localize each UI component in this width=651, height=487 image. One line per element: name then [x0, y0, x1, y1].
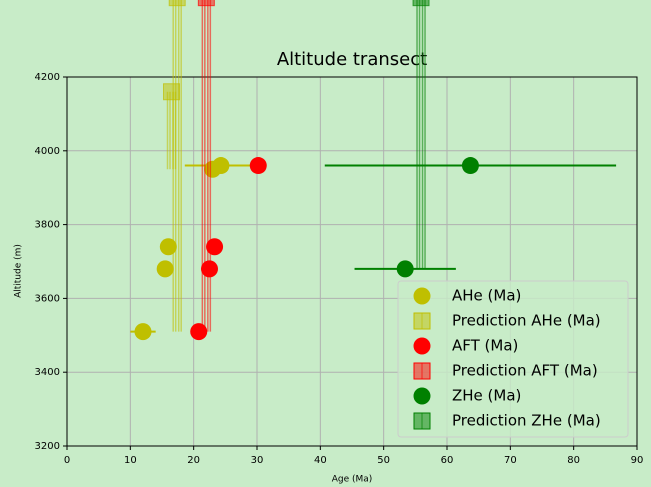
plot-frame	[66, 76, 638, 447]
legend-marker	[413, 387, 431, 405]
data-point	[461, 157, 479, 175]
legend-box	[397, 280, 629, 438]
chart-title: Altitude transect	[277, 49, 427, 70]
legend-label: AHe (Ma)	[452, 287, 521, 305]
data-point	[156, 260, 174, 278]
x-tick-label: 40	[314, 455, 327, 466]
data-point	[212, 157, 230, 175]
legend-label: Prediction AFT (Ma)	[452, 362, 598, 380]
legend-label: ZHe (Ma)	[452, 387, 521, 405]
legend-label: Prediction ZHe (Ma)	[452, 412, 601, 430]
data-point	[201, 260, 218, 278]
prediction-marker	[197, 0, 215, 7]
x-tick-label: 90	[631, 455, 644, 466]
y-tick-label: 4000	[35, 146, 60, 157]
x-tick-label: 30	[251, 455, 264, 466]
legend-label: Prediction AHe (Ma)	[452, 312, 601, 330]
y-tick-label: 3600	[35, 293, 60, 304]
legend-marker	[413, 337, 431, 355]
x-tick-label: 20	[187, 455, 200, 466]
legend-marker	[413, 287, 431, 305]
x-tick-label: 70	[504, 455, 517, 466]
prediction-marker	[412, 0, 430, 7]
data-point	[206, 238, 224, 256]
data-point	[396, 260, 414, 278]
x-tick-label: 80	[567, 455, 580, 466]
data-point	[249, 157, 267, 175]
x-axis-label: Age (Ma)	[332, 475, 373, 485]
y-axis-label: Altitude (m)	[14, 244, 24, 298]
data-point	[134, 323, 152, 341]
x-tick-label: 0	[64, 455, 70, 466]
y-tick-label: 4200	[35, 72, 60, 83]
prediction-marker	[163, 83, 180, 101]
y-tick-label: 3800	[35, 220, 60, 231]
y-tick-label: 3400	[35, 367, 60, 378]
legend-label: AFT (Ma)	[452, 337, 518, 355]
x-tick-label: 60	[441, 455, 454, 466]
data-point	[159, 238, 177, 256]
y-tick-label: 3200	[35, 441, 60, 452]
prediction-marker	[168, 0, 186, 7]
x-tick-label: 10	[124, 455, 137, 466]
x-tick-label: 50	[377, 455, 390, 466]
